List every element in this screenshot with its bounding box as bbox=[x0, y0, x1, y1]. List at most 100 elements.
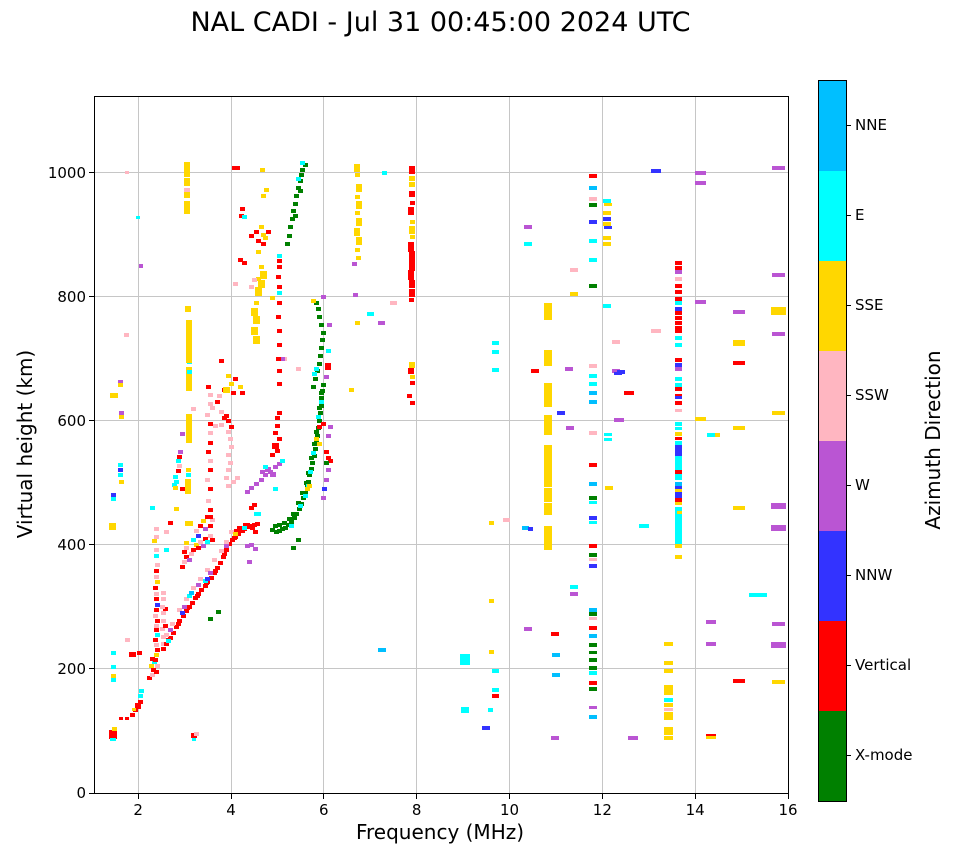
data-point bbox=[355, 200, 362, 209]
data-point bbox=[179, 611, 185, 616]
data-point bbox=[184, 555, 190, 560]
data-point bbox=[277, 369, 283, 374]
data-point bbox=[325, 348, 331, 353]
data-point bbox=[149, 672, 155, 677]
data-point bbox=[256, 277, 262, 282]
data-point bbox=[355, 218, 362, 227]
x-tick-label: 4 bbox=[226, 801, 236, 819]
data-point bbox=[228, 425, 234, 429]
data-point bbox=[589, 220, 598, 225]
y-grid-line bbox=[95, 296, 788, 298]
data-point bbox=[118, 379, 124, 384]
data-point bbox=[151, 538, 157, 543]
y-grid-line bbox=[95, 172, 788, 174]
data-point bbox=[185, 420, 192, 429]
x-axis-tick bbox=[416, 794, 418, 799]
data-point bbox=[191, 537, 197, 542]
data-point bbox=[109, 737, 116, 741]
data-point bbox=[251, 523, 257, 528]
data-point bbox=[314, 300, 320, 305]
data-point bbox=[174, 625, 180, 630]
data-point bbox=[675, 515, 683, 528]
data-point bbox=[198, 539, 204, 544]
data-point bbox=[129, 651, 137, 657]
data-point bbox=[603, 432, 612, 436]
data-point bbox=[605, 485, 614, 490]
colorbar-segment-e bbox=[819, 171, 846, 261]
data-point bbox=[589, 400, 598, 405]
data-point bbox=[186, 370, 192, 375]
x-axis-label: Frequency (MHz) bbox=[355, 820, 525, 844]
data-point bbox=[460, 654, 471, 666]
data-point bbox=[207, 507, 213, 512]
data-point bbox=[191, 586, 197, 591]
data-point bbox=[256, 238, 262, 243]
data-point bbox=[277, 254, 283, 259]
data-point bbox=[296, 506, 302, 511]
data-point bbox=[771, 502, 787, 509]
data-point bbox=[675, 501, 683, 505]
data-point bbox=[312, 371, 318, 376]
data-point bbox=[706, 619, 717, 624]
data-point bbox=[154, 554, 160, 559]
data-point bbox=[207, 393, 213, 398]
colorbar-segment-nne bbox=[819, 81, 846, 171]
data-point bbox=[589, 186, 598, 191]
data-point bbox=[603, 225, 612, 229]
data-point bbox=[175, 459, 181, 464]
data-point bbox=[277, 291, 283, 296]
data-point bbox=[198, 524, 204, 529]
data-point bbox=[222, 386, 230, 393]
data-point bbox=[292, 516, 298, 521]
data-point bbox=[307, 473, 313, 478]
data-point bbox=[323, 477, 329, 482]
data-point bbox=[409, 165, 416, 174]
data-point bbox=[323, 460, 329, 465]
data-point bbox=[227, 460, 233, 465]
data-point bbox=[154, 597, 160, 602]
data-point bbox=[298, 179, 304, 184]
data-point bbox=[522, 525, 530, 530]
data-point bbox=[183, 162, 190, 171]
x-axis-tick bbox=[509, 794, 510, 799]
data-point bbox=[733, 679, 746, 684]
data-point bbox=[771, 307, 787, 315]
data-point bbox=[259, 271, 267, 280]
data-point bbox=[349, 387, 355, 392]
data-point bbox=[543, 487, 552, 502]
data-point bbox=[319, 322, 324, 327]
data-point bbox=[772, 411, 786, 416]
data-point bbox=[190, 733, 197, 739]
data-point bbox=[258, 477, 264, 482]
data-point bbox=[589, 196, 598, 201]
data-point bbox=[186, 319, 193, 326]
data-point bbox=[589, 381, 598, 386]
plot-area bbox=[94, 96, 789, 794]
data-point bbox=[168, 521, 174, 526]
colorbar-segment-sse bbox=[819, 261, 846, 351]
data-point bbox=[409, 280, 416, 289]
data-point bbox=[258, 264, 264, 269]
data-point bbox=[189, 600, 195, 605]
data-point bbox=[675, 387, 683, 392]
data-point bbox=[589, 671, 598, 676]
data-point bbox=[235, 475, 241, 480]
data-point bbox=[265, 229, 271, 234]
data-point bbox=[295, 186, 301, 191]
colorbar-segment-vertical bbox=[819, 621, 846, 711]
data-point bbox=[237, 384, 243, 389]
data-point bbox=[543, 383, 552, 408]
data-point bbox=[663, 708, 673, 712]
data-point bbox=[589, 173, 598, 178]
data-point bbox=[299, 501, 305, 506]
data-point bbox=[771, 524, 787, 531]
data-point bbox=[300, 167, 306, 172]
data-point bbox=[183, 168, 190, 177]
data-point bbox=[286, 516, 292, 521]
data-point bbox=[675, 283, 683, 288]
data-point bbox=[675, 432, 683, 437]
data-point bbox=[295, 501, 301, 506]
data-point bbox=[221, 554, 227, 559]
data-point bbox=[226, 483, 232, 488]
data-point bbox=[124, 717, 129, 721]
